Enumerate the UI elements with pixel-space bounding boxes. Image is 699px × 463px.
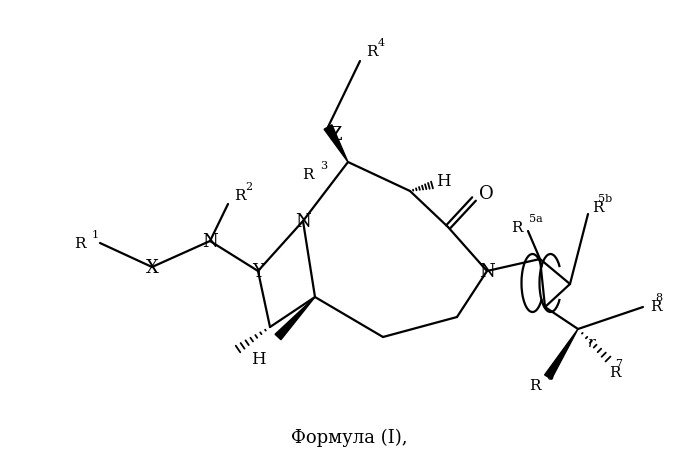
Polygon shape	[275, 297, 315, 340]
Polygon shape	[324, 125, 348, 163]
Text: R: R	[512, 220, 523, 234]
Text: R: R	[234, 188, 246, 203]
Text: 2: 2	[246, 181, 253, 191]
Text: N: N	[202, 232, 218, 250]
Text: O: O	[479, 185, 493, 203]
Text: Z: Z	[330, 126, 343, 144]
Text: H: H	[251, 351, 266, 368]
Text: R: R	[609, 365, 621, 379]
Text: R: R	[650, 300, 661, 313]
Text: r: r	[588, 335, 596, 349]
Text: X: X	[145, 258, 159, 276]
Text: 4: 4	[377, 38, 385, 48]
Text: 5b: 5b	[598, 194, 612, 203]
Text: R: R	[75, 237, 86, 250]
Text: N: N	[295, 213, 311, 231]
Text: R: R	[366, 45, 377, 59]
Text: R: R	[592, 200, 603, 214]
Text: 5a: 5a	[528, 213, 542, 223]
Text: R: R	[530, 378, 541, 392]
Text: H: H	[435, 172, 450, 189]
Text: 6: 6	[547, 371, 554, 381]
Text: R: R	[303, 168, 314, 181]
Text: 7: 7	[614, 358, 621, 368]
Text: 8: 8	[656, 292, 663, 302]
Text: 1: 1	[92, 229, 99, 239]
Text: Y: Y	[252, 263, 264, 281]
Polygon shape	[545, 329, 578, 379]
Text: Формула (I),: Формула (I),	[291, 428, 408, 446]
Text: 3: 3	[319, 161, 327, 170]
Text: N: N	[479, 263, 495, 281]
